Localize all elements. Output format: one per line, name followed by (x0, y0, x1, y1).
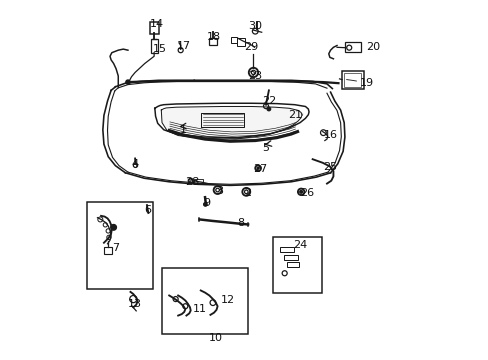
Text: 21: 21 (287, 111, 301, 121)
Bar (237, 39, 244, 45)
Text: 18: 18 (206, 32, 221, 41)
Bar (344, 41, 360, 51)
Text: 25: 25 (323, 162, 337, 172)
Polygon shape (161, 107, 301, 139)
Text: 16: 16 (323, 130, 337, 140)
Text: 22: 22 (262, 96, 276, 106)
Text: 28: 28 (185, 177, 199, 187)
Bar (104, 247, 112, 253)
Text: 19: 19 (359, 78, 373, 88)
Circle shape (203, 203, 207, 206)
Text: 20: 20 (366, 42, 380, 52)
Text: 30: 30 (248, 21, 262, 31)
Text: 1: 1 (180, 125, 186, 135)
Text: 5: 5 (262, 143, 269, 153)
Bar (150, 39, 158, 53)
Text: 2: 2 (244, 188, 251, 198)
Bar (286, 262, 299, 267)
Text: 17: 17 (176, 41, 190, 50)
Text: 27: 27 (253, 164, 267, 174)
Text: 9: 9 (203, 198, 210, 208)
Bar (194, 179, 203, 183)
Text: 13: 13 (128, 299, 142, 309)
Bar (273, 237, 321, 293)
Circle shape (125, 80, 130, 84)
Text: 23: 23 (248, 71, 262, 81)
Bar (208, 38, 216, 45)
Circle shape (299, 190, 302, 193)
Bar (162, 268, 247, 334)
Bar (230, 37, 237, 43)
Text: 12: 12 (221, 295, 235, 305)
Text: 14: 14 (149, 19, 163, 29)
Text: 29: 29 (244, 42, 258, 52)
Text: 6: 6 (144, 206, 151, 216)
Circle shape (266, 107, 270, 111)
Text: 11: 11 (192, 304, 206, 314)
Bar (341, 71, 363, 89)
Text: 10: 10 (208, 333, 223, 343)
Bar (279, 247, 293, 252)
Circle shape (110, 225, 116, 230)
Bar (344, 73, 360, 87)
Bar (86, 202, 153, 289)
Bar (150, 22, 159, 34)
Text: 15: 15 (153, 44, 167, 54)
Text: 24: 24 (292, 239, 306, 249)
Circle shape (257, 167, 259, 169)
Text: 3: 3 (216, 186, 223, 196)
Text: 4: 4 (131, 159, 139, 169)
Bar (284, 255, 297, 260)
Text: 7: 7 (112, 243, 119, 253)
Text: 8: 8 (237, 218, 244, 228)
Text: 26: 26 (300, 188, 314, 198)
